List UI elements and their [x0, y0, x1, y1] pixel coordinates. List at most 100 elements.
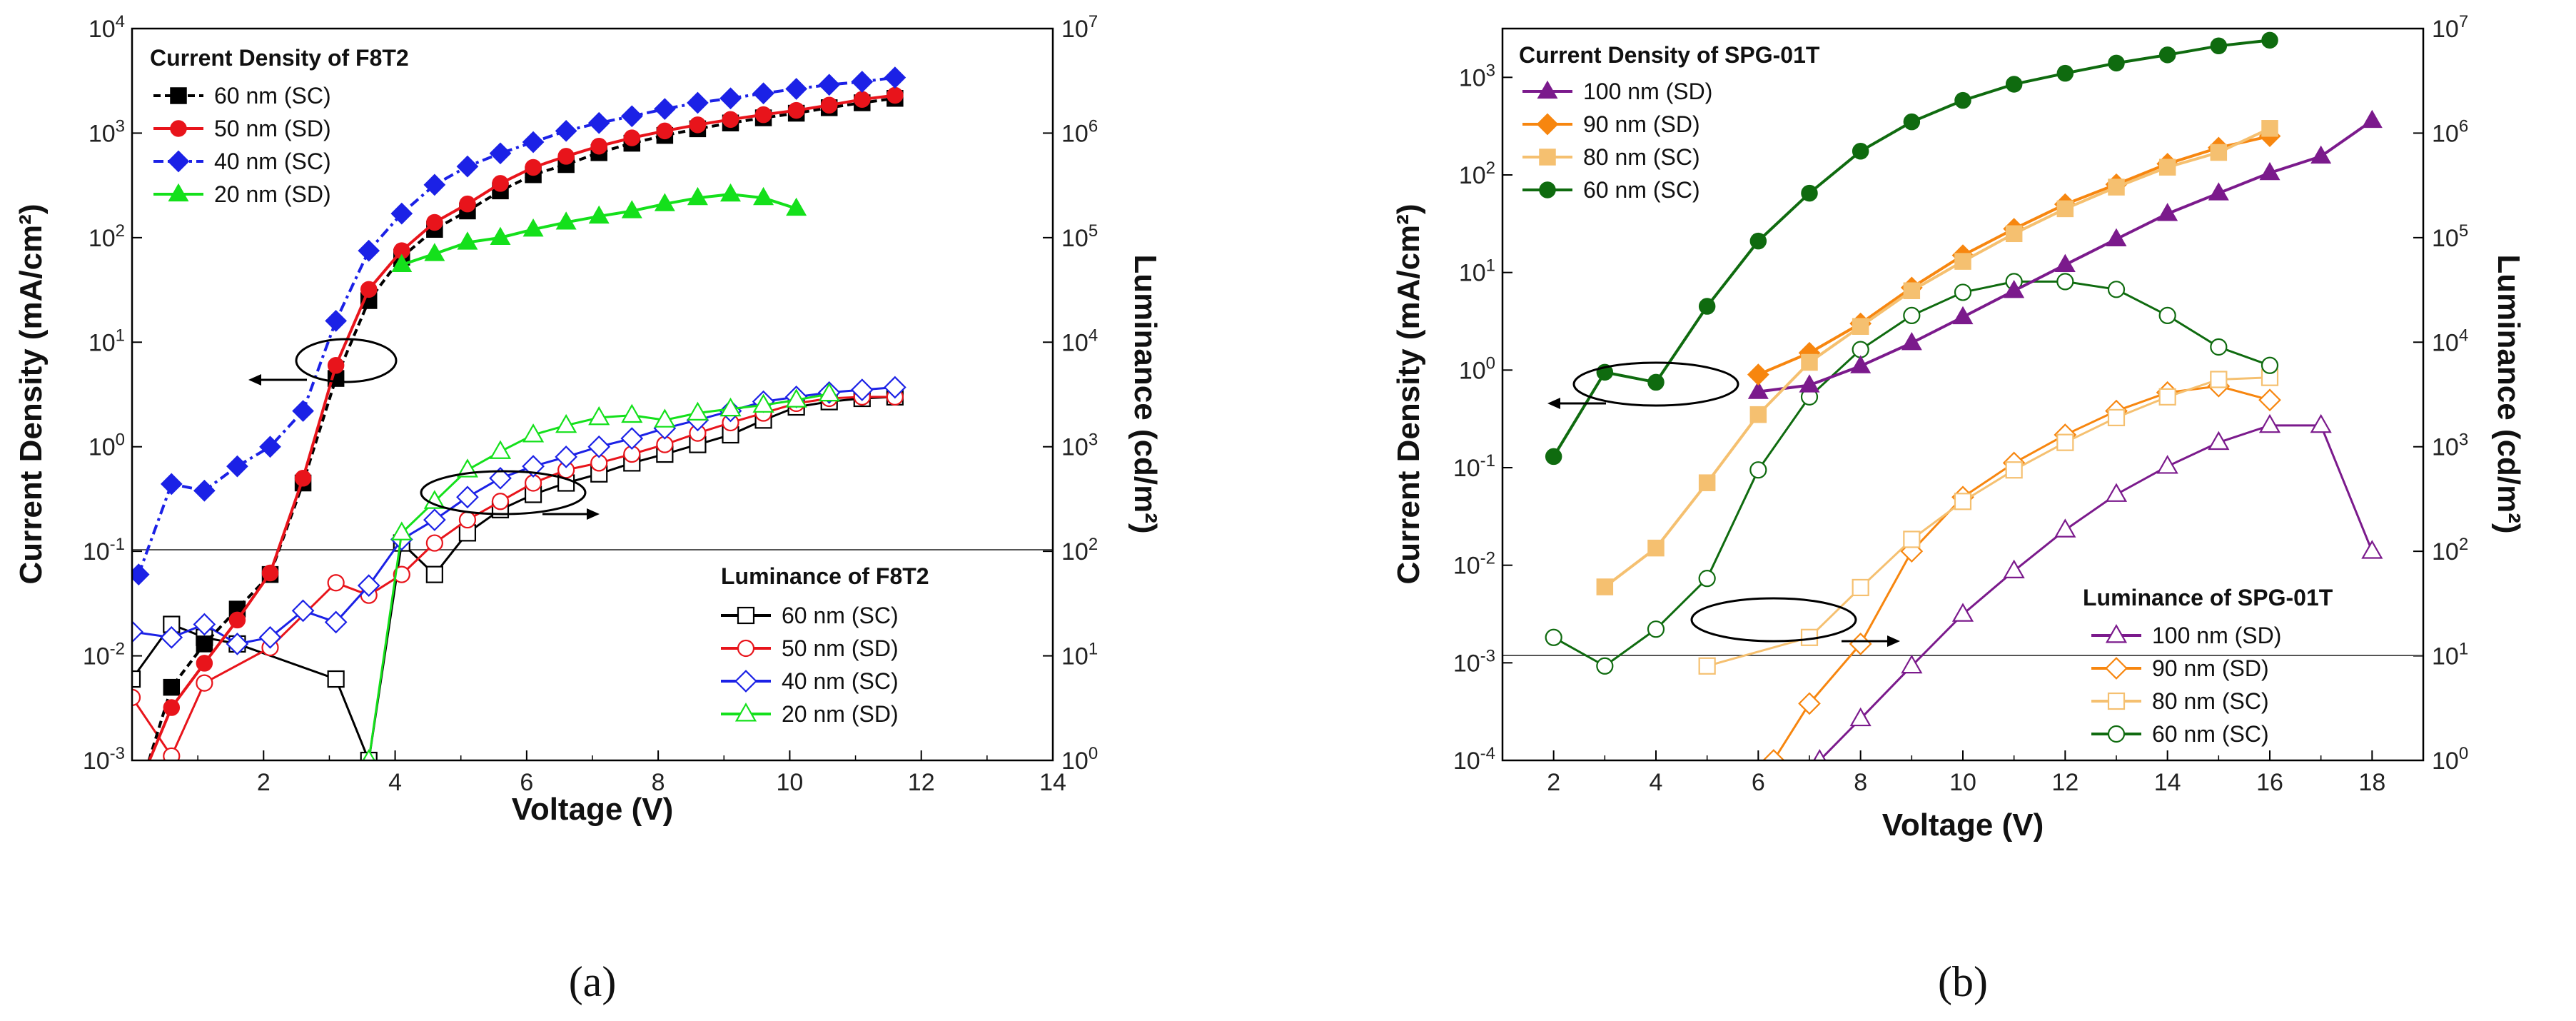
panel-a-y2tick-label: 103: [1061, 431, 1098, 461]
panel-a-lum-point: [327, 574, 345, 592]
panel-b-lum-point: [2003, 559, 2025, 578]
panel-b-lum-point: [1852, 341, 1869, 358]
panel-a-cur-point: [820, 96, 838, 114]
panel-b-xtick-label: 10: [1949, 769, 1976, 796]
panel-b-lum-point: [1596, 657, 1614, 675]
panel-b-cur-point: [1901, 331, 1922, 351]
panel-a-xtick-label: 2: [257, 769, 271, 796]
panel-b-y2tick-label: 107: [2432, 12, 2468, 43]
panel-a-cur-point: [621, 200, 642, 218]
panel-a-legend-label: 60 nm (SC): [214, 83, 331, 109]
panel-a-lum-point: [226, 633, 249, 655]
panel-a-ytick-label: 10-1: [83, 535, 125, 565]
panel-b-cur-point: [1852, 143, 1869, 160]
panel-b-lum-point: [2208, 431, 2230, 451]
panel-a-ytick-label: 104: [89, 12, 125, 43]
panel-b-legend-marker: [1539, 149, 1556, 166]
panel-a-cur-point: [687, 186, 708, 206]
panel-b-lum-point: [2054, 518, 2076, 538]
panel-b-legend-marker: [2107, 725, 2126, 743]
panel-b-cur-point: [2210, 37, 2228, 55]
panel-a-y2tick-label: 106: [1061, 116, 1098, 147]
panel-a-cur-point: [689, 116, 707, 134]
panel-a-legend-marker: [168, 183, 189, 202]
panel-a-left-arrowhead: [248, 374, 261, 386]
panel-b-cur-point: [1852, 318, 1869, 335]
panel-a-lum-point: [555, 413, 577, 433]
panel-b-lum-point: [2258, 388, 2281, 412]
panel-a-lum-point: [196, 674, 213, 692]
panel-a-cur-point: [196, 635, 213, 653]
panel-a-cur-point: [360, 281, 378, 298]
panel-b-legend-label: 90 nm (SD): [2152, 655, 2269, 681]
panel-a-lum-point: [390, 521, 413, 540]
panel-a-lum-point: [425, 565, 443, 583]
panel-a-cur-point: [851, 71, 874, 93]
panel-a-cur-point: [327, 357, 345, 374]
panel-a-luminance-legend-title: Luminance of F8T2: [721, 563, 929, 589]
panel-a-legend-marker: [737, 639, 755, 658]
panel-b-lum-point: [1698, 657, 1716, 675]
panel-b-lum-point: [2158, 388, 2176, 406]
panel-a-legend-marker: [170, 87, 187, 104]
panel-b-current-legend-title: Current Density of SPG-01T: [1519, 42, 1820, 68]
panel-a-cur-point: [163, 699, 181, 716]
panel-b-lum-point: [1749, 461, 1767, 479]
panel-a-lum-point: [291, 599, 315, 623]
panel-b-cur-point: [1747, 381, 1769, 399]
panel-b-cur-point: [1799, 374, 1820, 393]
panel-a-lum-point: [489, 440, 512, 459]
panel-b-cur-point: [2259, 161, 2280, 181]
panel-b-cur-point: [1801, 184, 1818, 202]
panel-b-cur-point: [1954, 91, 1971, 109]
panel-a-cur-point: [325, 310, 348, 332]
panel-a-cur-point: [459, 195, 476, 213]
panel-b-lum-point: [2210, 338, 2228, 356]
panel-b-cur-point: [1954, 253, 1971, 270]
panel-a-lum-point: [132, 670, 141, 688]
panel-b-luminance-ellipse: [1690, 597, 1857, 643]
panel-b-current-series: [1545, 31, 2383, 595]
panel-a-cur-point: [787, 101, 805, 119]
panel-b: 2 4 6 8 10 12 14 16 18 10-4 10-3 10-2 10-1 100 101 102 1…: [1391, 12, 2526, 1005]
panel-b-lum-point: [2258, 413, 2281, 433]
panel-a-cur-point: [391, 253, 413, 272]
panel-a-cur-point: [720, 183, 741, 202]
panel-a-cur-point: [492, 175, 509, 192]
panel-b-xtick-label: 12: [2051, 769, 2079, 796]
panel-b-lum-point: [1954, 493, 1972, 510]
panel-a-ytick-label: 101: [89, 326, 125, 356]
panel-b-ylabel: Current Density (mA/cm²): [1391, 204, 1426, 585]
panel-b-cur-point: [1647, 539, 1665, 557]
panel-b-cur-point: [2157, 203, 2178, 221]
panel-b-lum-point: [1903, 306, 1921, 325]
panel-a-legend-label: 40 nm (SC): [782, 668, 899, 694]
panel-a-lum-point: [555, 446, 577, 468]
panel-b-ytick-label: 10-2: [1453, 549, 1495, 580]
panel-b-lum-point: [2261, 356, 2279, 374]
panel-a-lum-point: [258, 625, 282, 649]
panel-a-cur-point: [163, 678, 181, 696]
panel-a-lum-point: [850, 378, 874, 401]
panel-a-lum-point: [587, 435, 611, 458]
panel-b-cur-point: [2261, 31, 2278, 49]
panel-b-cur-point: [1952, 306, 1974, 325]
panel-b-lum-point: [2056, 273, 2074, 291]
panel-a-cur-point: [522, 218, 544, 237]
panel-b-lum-point: [2005, 461, 2023, 479]
panel-a-legend-marker: [734, 703, 757, 722]
panel-a-cur-point: [457, 231, 478, 250]
panel-b-xlabel: Voltage (V): [1882, 808, 2044, 843]
panel-a-current-ellipse: [295, 338, 398, 383]
panel-a-cur-point: [590, 137, 607, 155]
panel-b-cur-point: [2004, 279, 2025, 298]
panel-a-cur-point: [687, 91, 709, 114]
panel-b-ytick-label: 10-4: [1453, 744, 1495, 775]
panel-b-y2tick-label: 103: [2432, 431, 2468, 461]
panel-b-lum-point: [1849, 707, 1872, 727]
panel-a-cur-point: [294, 470, 312, 487]
panel-a-lum-point: [362, 749, 375, 760]
panel-b-legend-marker: [2105, 624, 2128, 643]
panel-b-legend-label: 90 nm (SD): [1583, 111, 1700, 137]
